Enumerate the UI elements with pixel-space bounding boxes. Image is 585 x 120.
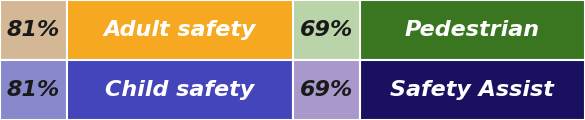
Bar bbox=[67, 0, 292, 60]
Bar bbox=[292, 0, 360, 60]
Bar bbox=[360, 0, 585, 60]
Bar bbox=[0, 0, 67, 60]
Bar bbox=[67, 60, 292, 120]
Text: 69%: 69% bbox=[300, 80, 353, 100]
Text: Child safety: Child safety bbox=[105, 80, 254, 100]
Text: 81%: 81% bbox=[7, 80, 60, 100]
Text: Pedestrian: Pedestrian bbox=[405, 20, 540, 40]
Bar bbox=[360, 60, 585, 120]
Text: Adult safety: Adult safety bbox=[104, 20, 256, 40]
Text: Safety Assist: Safety Assist bbox=[390, 80, 555, 100]
Text: 81%: 81% bbox=[7, 20, 60, 40]
Bar bbox=[0, 60, 67, 120]
Text: 69%: 69% bbox=[300, 20, 353, 40]
Bar bbox=[292, 60, 360, 120]
